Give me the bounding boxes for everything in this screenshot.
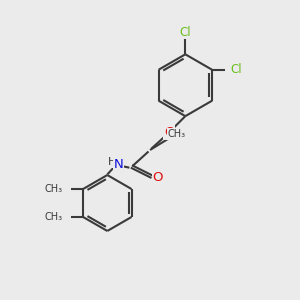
Text: H: H bbox=[108, 158, 116, 167]
Text: CH₃: CH₃ bbox=[167, 129, 186, 139]
Text: N: N bbox=[113, 158, 123, 171]
Text: O: O bbox=[164, 126, 174, 139]
Text: O: O bbox=[153, 172, 163, 184]
Text: CH₃: CH₃ bbox=[45, 212, 63, 222]
Text: Cl: Cl bbox=[179, 26, 191, 39]
Text: CH₃: CH₃ bbox=[45, 184, 63, 194]
Text: Cl: Cl bbox=[230, 63, 242, 76]
